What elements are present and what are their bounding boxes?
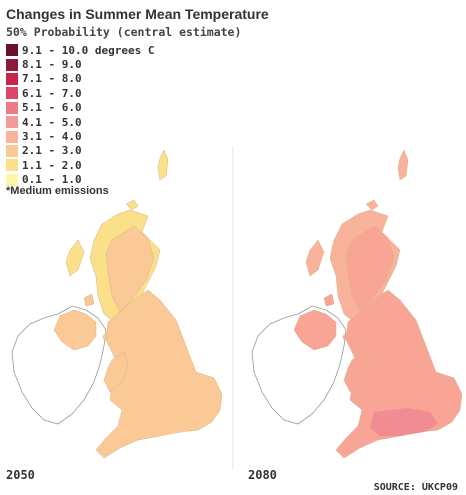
legend-label: 1.1 - 2.0 [22, 158, 82, 172]
legend-item: 1.1 - 2.0 [6, 158, 154, 172]
legend-swatch [6, 72, 18, 85]
chart-title: Changes in Summer Mean Temperature [6, 6, 269, 22]
legend-label: 9.1 - 10.0 degrees C [22, 43, 155, 57]
legend-swatch [6, 173, 18, 186]
legend-item: 4.1 - 5.0 [6, 115, 154, 129]
legend-swatch [6, 159, 18, 172]
legend-label: 7.1 - 8.0 [22, 72, 82, 86]
legend-swatch [6, 116, 18, 129]
legend-item: 2.1 - 3.0 [6, 144, 154, 158]
legend-item: 3.1 - 4.0 [6, 129, 154, 143]
legend-item: 6.1 - 7.0 [6, 86, 154, 100]
chart-subtitle: 50% Probability (central estimate) [6, 25, 242, 39]
legend-label: 2.1 - 3.0 [22, 144, 82, 158]
legend-item: 8.1 - 9.0 [6, 57, 154, 71]
legend-swatch [6, 44, 18, 57]
map-year-2080: 2080 [248, 468, 277, 482]
legend-swatch [6, 87, 18, 100]
legend-swatch [6, 144, 18, 157]
maps-area [11, 146, 463, 470]
legend-label: 5.1 - 6.0 [22, 101, 82, 115]
legend: 9.1 - 10.0 degrees C 8.1 - 9.0 7.1 - 8.0… [6, 43, 154, 187]
legend-label: 6.1 - 7.0 [22, 86, 82, 100]
legend-item: 0.1 - 1.0 [6, 173, 154, 187]
legend-item: 5.1 - 6.0 [6, 101, 154, 115]
legend-swatch [6, 58, 18, 71]
legend-label: 8.1 - 9.0 [22, 58, 82, 72]
legend-label: 4.1 - 5.0 [22, 115, 82, 129]
legend-label: 3.1 - 4.0 [22, 130, 82, 144]
legend-label: 0.1 - 1.0 [22, 173, 82, 187]
legend-item: 7.1 - 8.0 [6, 72, 154, 86]
legend-swatch [6, 101, 18, 114]
map-2080 [251, 149, 463, 459]
emissions-note: *Medium emissions [6, 185, 109, 197]
legend-swatch [6, 130, 18, 143]
map-year-2050: 2050 [6, 468, 35, 482]
map-2050 [11, 149, 223, 459]
source-credit: SOURCE: UKCP09 [373, 482, 458, 493]
legend-item: 9.1 - 10.0 degrees C [6, 43, 154, 57]
